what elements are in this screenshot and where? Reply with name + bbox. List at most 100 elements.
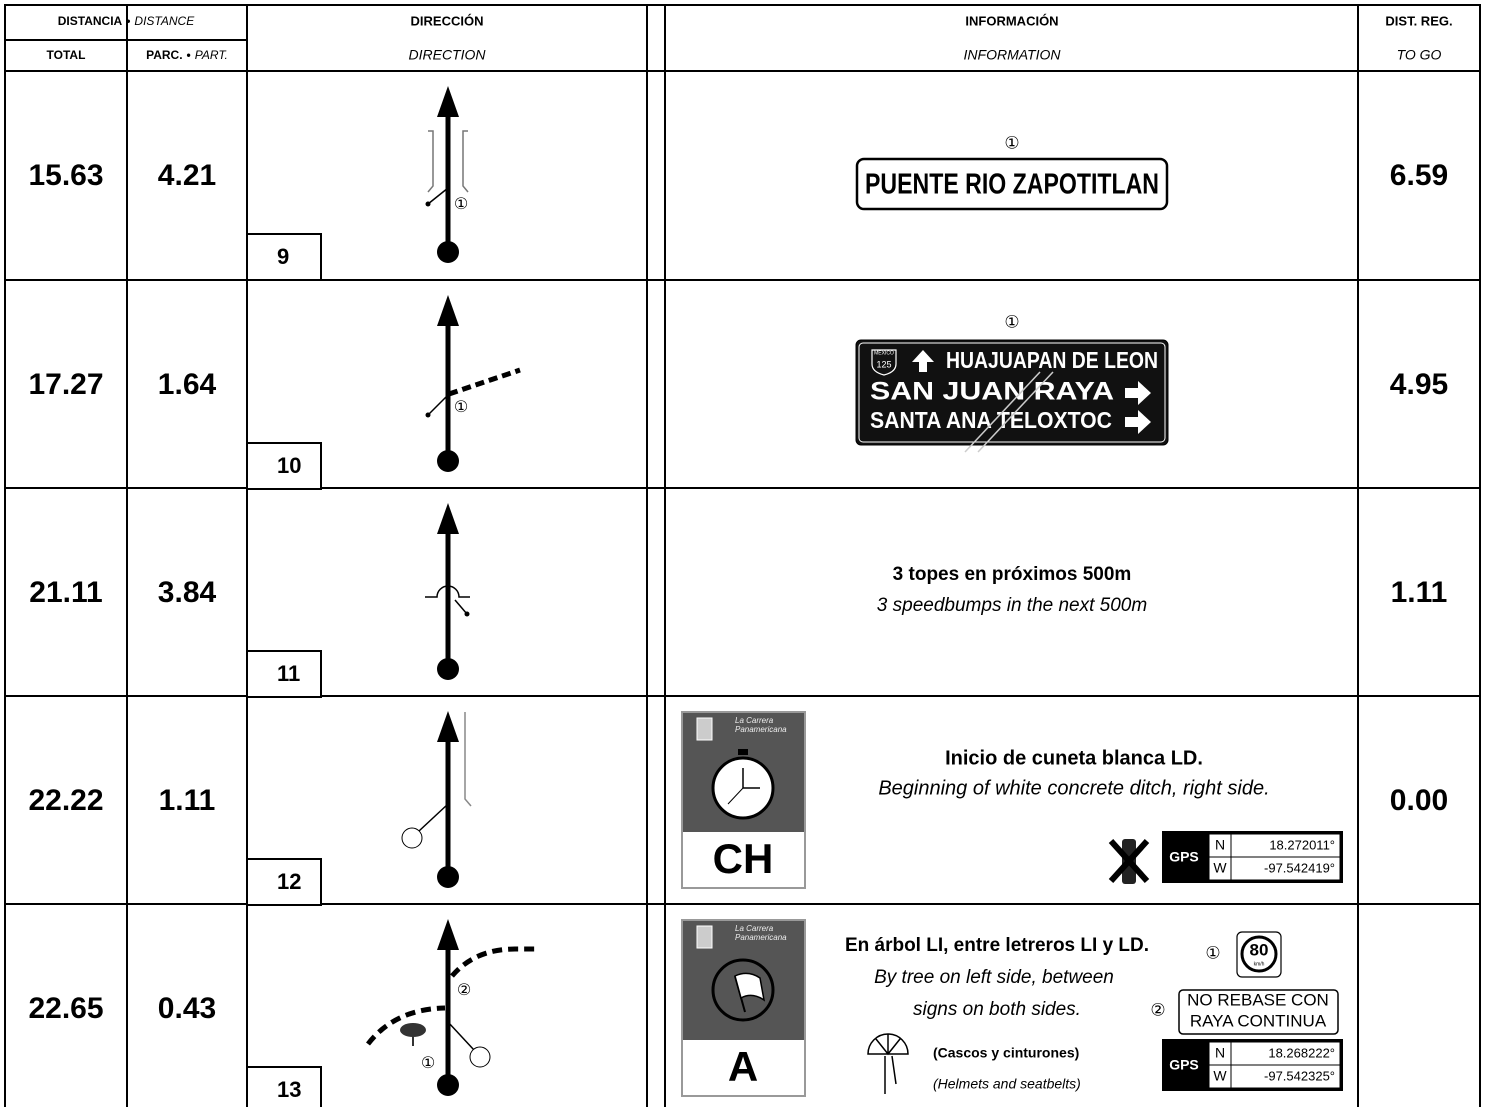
gps-value: 18.268222° xyxy=(1268,1045,1335,1060)
shield-text: 125 xyxy=(876,359,891,369)
partial-distance: 3.84 xyxy=(158,576,217,609)
clock-top xyxy=(738,749,748,755)
shield-text: MEXICO xyxy=(874,350,894,356)
route-start xyxy=(437,1074,459,1096)
landmark-line xyxy=(454,599,468,615)
landmark-circle xyxy=(469,1046,491,1068)
belt-icon xyxy=(884,1055,897,1094)
box-number-text: 9 xyxy=(277,244,289,269)
route-start xyxy=(437,658,459,680)
box-number xyxy=(246,1066,322,1107)
card-brand: Panamericana xyxy=(735,725,787,734)
total-distance: 21.11 xyxy=(29,576,102,609)
gps-dir: N xyxy=(1215,1045,1225,1061)
header-label: INFORMACIÓN xyxy=(965,13,1058,28)
info-text: 3 topes en próximos 500m xyxy=(893,564,1132,585)
card-brand: Panamericana xyxy=(735,933,787,942)
gps-value: -97.542325° xyxy=(1264,1068,1335,1083)
diagram-marker: ① xyxy=(454,399,468,416)
road-sign xyxy=(855,339,1169,446)
to-go-distance: 6.59 xyxy=(1390,159,1448,192)
bridge-side xyxy=(462,130,469,193)
note-en: (Helmets and seatbelts) xyxy=(933,1076,1081,1092)
route-arrowhead xyxy=(437,503,459,534)
gps-label-box xyxy=(1162,1039,1206,1091)
card-brand: La Carrera xyxy=(735,716,774,725)
box-number xyxy=(246,233,322,281)
gps-dir: W xyxy=(1213,1068,1227,1084)
landmark-circle xyxy=(401,827,423,849)
diagram-marker: ① xyxy=(454,196,468,213)
box-number xyxy=(246,650,322,698)
helmet-icon xyxy=(867,1033,909,1056)
header-part: DISTANCIA xyxy=(58,14,123,28)
info-text-en: Beginning of white concrete ditch, right… xyxy=(878,777,1269,799)
sign-line: SANTA ANA TELOXTOC xyxy=(870,407,1112,433)
speed-unit: km/h xyxy=(1254,961,1265,967)
card-brand: La Carrera xyxy=(735,924,774,933)
header-label: DISTANCIA • DISTANCE xyxy=(58,14,195,28)
sign-arrow-up xyxy=(912,350,934,372)
diagram-marker: ① xyxy=(421,1055,435,1072)
landmark-dot xyxy=(464,611,470,617)
header-part: PART. xyxy=(195,48,228,62)
to-go-distance: 0.00 xyxy=(1390,784,1448,817)
road-sign-border xyxy=(858,342,1166,443)
clock-hand xyxy=(727,787,744,805)
header-label: DIRECTION xyxy=(409,47,487,63)
box-number-text: 12 xyxy=(277,869,301,894)
header-label: TO GO xyxy=(1397,47,1442,63)
total-distance: 15.63 xyxy=(28,159,103,192)
header-part: DISTANCE xyxy=(134,14,195,28)
header-label: INFORMATION xyxy=(964,47,1062,63)
header-part: • xyxy=(187,48,191,62)
pass-sign-text: RAYA CONTINUA xyxy=(1190,1011,1327,1030)
sign-arrow-right xyxy=(1125,410,1151,434)
card-letter: A xyxy=(728,1043,758,1090)
header-label: DIST. REG. xyxy=(1385,13,1452,28)
route-arrowhead xyxy=(437,711,459,742)
box-number-text: 10 xyxy=(277,453,301,478)
box-number-text: 13 xyxy=(277,1077,301,1102)
landmark-line xyxy=(427,187,449,205)
side-road xyxy=(366,1005,446,1046)
gps-label-box xyxy=(1162,831,1206,883)
info-text: Inicio de cuneta blanca LD. xyxy=(945,747,1203,769)
flag xyxy=(734,972,766,1002)
route-start xyxy=(437,866,459,888)
gps-value: -97.542419° xyxy=(1264,860,1335,875)
shield xyxy=(871,349,897,376)
gps-label: GPS xyxy=(1169,1057,1199,1073)
route-arrowhead xyxy=(437,919,459,950)
landmark-line xyxy=(447,1021,475,1051)
speedbump xyxy=(425,585,470,598)
sign-strike xyxy=(977,371,1054,453)
box-number xyxy=(246,442,322,490)
pass-sign xyxy=(1178,989,1339,1035)
no-phone-x xyxy=(1108,838,1150,884)
side-road xyxy=(448,367,521,397)
diagram-marker: ② xyxy=(457,982,471,999)
ditch-line xyxy=(464,712,472,807)
landmark-line xyxy=(427,393,450,416)
to-go-distance: 1.11 xyxy=(1391,576,1448,609)
box-number-text: 11 xyxy=(277,661,300,686)
header-label: PARC. • PART. xyxy=(146,48,228,62)
total-distance: 22.22 xyxy=(28,784,103,817)
sign-marker: ① xyxy=(1004,133,1019,152)
header-part: PARC. xyxy=(146,48,182,62)
note: (Cascos y cinturones) xyxy=(933,1045,1079,1061)
sign-marker: ① xyxy=(1004,312,1019,331)
total-distance: 17.27 xyxy=(28,368,103,401)
card-logo xyxy=(696,717,713,741)
landmark-dot xyxy=(425,412,431,418)
info-text: En árbol LI, entre letreros LI y LD. xyxy=(845,935,1149,956)
pass-sign-text: NO REBASE CON xyxy=(1187,990,1329,1009)
road-sign xyxy=(855,157,1169,211)
header-part: • xyxy=(126,14,130,28)
partial-distance: 0.43 xyxy=(158,992,216,1025)
landmark-dot xyxy=(425,201,431,207)
gps-dir: N xyxy=(1215,837,1225,853)
